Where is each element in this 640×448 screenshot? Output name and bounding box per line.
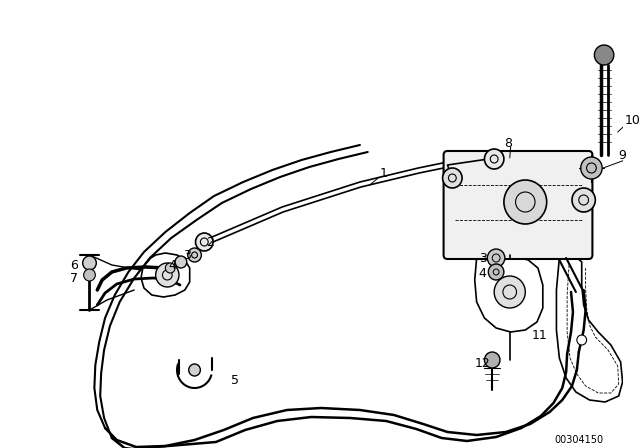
Circle shape [577,335,587,345]
Circle shape [487,249,505,267]
Text: 7: 7 [70,271,78,284]
Text: 10: 10 [625,113,640,126]
Text: 9: 9 [619,148,627,161]
Text: 3: 3 [479,251,486,264]
Circle shape [494,276,525,308]
Text: 4: 4 [479,267,486,280]
Text: 8: 8 [504,137,512,150]
Text: 00304150: 00304150 [554,435,604,445]
Circle shape [484,149,504,169]
Circle shape [443,168,462,188]
Circle shape [572,188,595,212]
Circle shape [484,352,500,368]
Circle shape [188,248,202,262]
Circle shape [175,256,187,268]
Text: 11: 11 [532,328,548,341]
Circle shape [504,180,547,224]
Text: 4: 4 [168,258,176,271]
Circle shape [165,263,175,273]
Circle shape [189,364,200,376]
Text: 6: 6 [70,258,78,271]
Circle shape [156,263,179,287]
Circle shape [196,233,213,251]
FancyBboxPatch shape [444,151,593,259]
Circle shape [84,269,95,281]
Text: 2: 2 [206,236,214,249]
Text: 12: 12 [475,357,490,370]
Circle shape [83,256,96,270]
Circle shape [595,45,614,65]
Text: 5: 5 [230,374,239,387]
Text: 3: 3 [183,249,191,262]
Text: 1: 1 [380,167,387,180]
Circle shape [488,264,504,280]
Circle shape [580,157,602,179]
